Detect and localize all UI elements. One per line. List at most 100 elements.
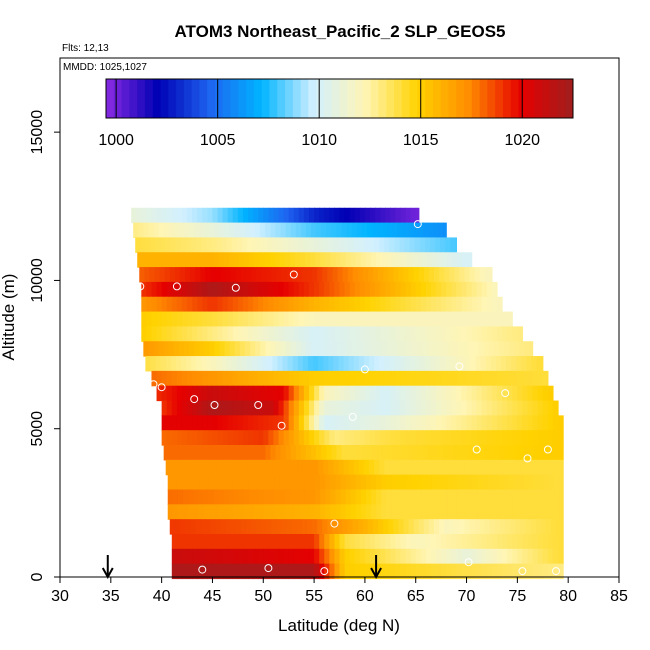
heatmap-cell <box>334 430 341 446</box>
heatmap-cell <box>451 563 457 580</box>
heatmap-cell <box>272 356 279 372</box>
colorbar-swatch <box>144 79 154 118</box>
heatmap-cell <box>258 415 264 431</box>
heatmap-cell <box>441 311 447 327</box>
heatmap-cell <box>332 267 339 283</box>
heatmap-cell <box>303 296 310 313</box>
heatmap-cell <box>156 207 163 224</box>
heatmap-cell <box>315 252 321 268</box>
heatmap-cell <box>351 222 358 239</box>
y-tick-label: 10000 <box>29 258 46 303</box>
heatmap-cell <box>328 356 334 372</box>
heatmap-cell <box>519 445 526 461</box>
heatmap-cell <box>280 222 287 239</box>
heatmap-cell <box>254 252 260 268</box>
heatmap-cell <box>471 326 478 342</box>
heatmap-cell <box>405 430 412 446</box>
heatmap-cell <box>434 267 440 283</box>
heatmap-cell <box>223 504 230 520</box>
heatmap-cell <box>300 445 307 461</box>
heatmap-cell <box>293 207 300 224</box>
heatmap-cell <box>387 445 393 461</box>
heatmap-cell <box>282 237 289 253</box>
heatmap-cell <box>454 267 461 283</box>
heatmap-cell <box>397 341 404 357</box>
heatmap-cell <box>339 385 346 402</box>
heatmap-cell <box>340 474 347 491</box>
heatmap-cell <box>536 356 543 372</box>
heatmap-cell <box>390 207 396 224</box>
heatmap-cell <box>426 252 433 268</box>
heatmap-cell <box>462 474 469 491</box>
heatmap-cell <box>385 370 391 387</box>
flights-label: Flts: 12,13 <box>62 43 109 54</box>
heatmap-cell <box>233 504 240 520</box>
heatmap-cell <box>373 519 379 535</box>
heatmap-cell <box>486 370 493 387</box>
heatmap-cell <box>253 281 259 298</box>
heatmap-cell <box>237 534 244 550</box>
heatmap-cell <box>459 519 466 535</box>
heatmap-cell <box>306 519 313 535</box>
heatmap-cell <box>471 385 478 402</box>
colorbar-swatch <box>378 79 387 118</box>
heatmap-cell <box>356 341 363 357</box>
heatmap-cell <box>251 519 257 535</box>
heatmap-cell <box>320 474 326 491</box>
heatmap-cell <box>410 296 417 313</box>
heatmap-cell <box>405 563 412 580</box>
heatmap-cell <box>401 489 408 505</box>
heatmap-cell <box>481 385 488 402</box>
heatmap-cell <box>394 356 401 372</box>
heatmap-cell <box>284 474 291 491</box>
heatmap-cell <box>257 459 263 476</box>
heatmap-cell <box>517 400 524 416</box>
heatmap-cell <box>221 237 228 253</box>
heatmap-cell <box>486 548 493 565</box>
heatmap-cell <box>468 341 475 357</box>
heatmap-cell <box>459 267 466 283</box>
heatmap-cell <box>407 341 414 357</box>
heatmap-cell <box>324 563 330 580</box>
heatmap-cell <box>456 311 463 327</box>
heatmap-cell <box>268 548 275 565</box>
heatmap-cell <box>324 430 330 446</box>
heatmap-cell <box>462 504 469 520</box>
heatmap-cell <box>421 489 428 505</box>
heatmap-cell <box>375 563 381 580</box>
heatmap-cell <box>425 548 432 565</box>
heatmap-cell <box>552 415 559 431</box>
heatmap-cell <box>202 385 208 402</box>
heatmap-cell <box>436 385 442 402</box>
heatmap-cell <box>532 548 539 565</box>
heatmap-cell <box>340 489 347 505</box>
heatmap-cell <box>458 445 465 461</box>
heatmap-cell <box>197 548 203 565</box>
heatmap-cell <box>344 534 351 550</box>
heatmap-cell <box>461 281 468 298</box>
heatmap-cell <box>491 281 498 298</box>
heatmap-cell <box>373 267 379 283</box>
heatmap-cell <box>482 504 489 520</box>
heatmap-cell <box>507 430 513 446</box>
heatmap-cell <box>178 341 185 357</box>
heatmap-cell <box>260 341 266 357</box>
heatmap-cell <box>300 341 307 357</box>
heatmap-cell <box>441 385 447 402</box>
heatmap-cell <box>393 267 400 283</box>
heatmap-cell <box>374 356 380 372</box>
heatmap-cell <box>141 326 147 342</box>
heatmap-cell <box>232 370 239 387</box>
heatmap-cell <box>425 311 432 327</box>
heatmap-cell <box>535 519 542 535</box>
heatmap-cell <box>344 400 351 416</box>
heatmap-cell <box>478 445 485 461</box>
heatmap-cell <box>319 563 325 580</box>
heatmap-cell <box>330 489 337 505</box>
heatmap-cell <box>486 400 493 416</box>
heatmap-cell <box>380 385 386 402</box>
heatmap-cell <box>237 400 244 416</box>
heatmap-cell <box>537 430 544 446</box>
heatmap-cell <box>364 400 371 416</box>
colorbar-swatch <box>308 79 317 118</box>
